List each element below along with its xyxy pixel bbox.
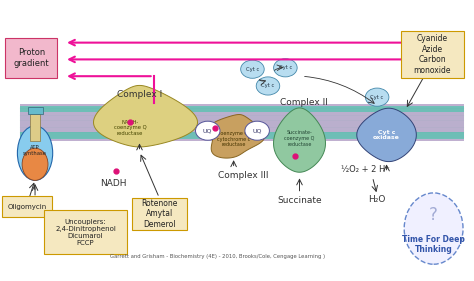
FancyBboxPatch shape: [2, 196, 52, 217]
Ellipse shape: [245, 121, 269, 140]
Text: Garrett and Grisham - Biochemistry (4E) - 2010, Brooks/Cole, Cengage Learning ): Garrett and Grisham - Biochemistry (4E) …: [109, 254, 325, 259]
Text: Complex II: Complex II: [280, 98, 328, 107]
Bar: [27, 107, 43, 114]
Bar: [19, 132, 464, 139]
Text: UQ: UQ: [252, 128, 262, 133]
Text: ATP
synthase: ATP synthase: [23, 145, 47, 156]
Bar: [19, 114, 464, 130]
Text: Cyt c: Cyt c: [371, 95, 384, 100]
Text: Complex III: Complex III: [218, 171, 268, 180]
Polygon shape: [273, 108, 326, 172]
Bar: [30, 114, 40, 140]
Polygon shape: [357, 108, 416, 162]
Text: Uncouplers:
2,4-Dinitrophenol
Dicumarol
FCCP: Uncouplers: 2,4-Dinitrophenol Dicumarol …: [55, 219, 116, 246]
FancyBboxPatch shape: [45, 210, 127, 254]
Text: NADH-
coenzyme Q
reductase: NADH- coenzyme Q reductase: [114, 120, 146, 136]
Text: Succinate-
coenzyme Q
reductase: Succinate- coenzyme Q reductase: [284, 130, 315, 147]
Bar: [19, 106, 464, 112]
Text: Time For Deep
Thinking: Time For Deep Thinking: [402, 235, 465, 254]
Ellipse shape: [365, 88, 389, 106]
FancyBboxPatch shape: [132, 198, 187, 230]
Ellipse shape: [256, 77, 280, 95]
Text: ½O₂ + 2 H⁺: ½O₂ + 2 H⁺: [341, 165, 390, 174]
Ellipse shape: [22, 148, 48, 180]
Text: Succinate: Succinate: [277, 196, 322, 205]
Bar: [19, 104, 464, 140]
Text: Cyt c: Cyt c: [246, 67, 259, 72]
Ellipse shape: [195, 121, 220, 140]
Text: UQ: UQ: [203, 128, 212, 133]
Text: Coenzyme Q-
cytochrome c
reductase: Coenzyme Q- cytochrome c reductase: [217, 131, 250, 148]
Text: Complex I: Complex I: [117, 90, 162, 99]
Polygon shape: [93, 85, 198, 147]
Text: Cyt c: Cyt c: [261, 83, 274, 89]
Text: NADH: NADH: [100, 179, 127, 188]
Text: H₂O: H₂O: [368, 195, 386, 204]
Text: Cyt c
oxidase: Cyt c oxidase: [373, 130, 400, 140]
Text: Rotenone
Amytal
Demerol: Rotenone Amytal Demerol: [141, 199, 178, 229]
Ellipse shape: [241, 60, 264, 78]
FancyBboxPatch shape: [5, 38, 57, 78]
Ellipse shape: [273, 59, 297, 77]
Text: Cyanide
Azide
Carbon
monoxide: Cyanide Azide Carbon monoxide: [414, 34, 451, 75]
Text: ?: ?: [429, 206, 438, 224]
Ellipse shape: [404, 193, 463, 264]
FancyBboxPatch shape: [401, 31, 464, 78]
Polygon shape: [211, 115, 264, 158]
Text: Proton
gradient: Proton gradient: [13, 48, 49, 68]
Text: Oligomycin: Oligomycin: [7, 204, 46, 210]
Ellipse shape: [18, 126, 53, 180]
Text: Cyt c: Cyt c: [279, 65, 292, 70]
